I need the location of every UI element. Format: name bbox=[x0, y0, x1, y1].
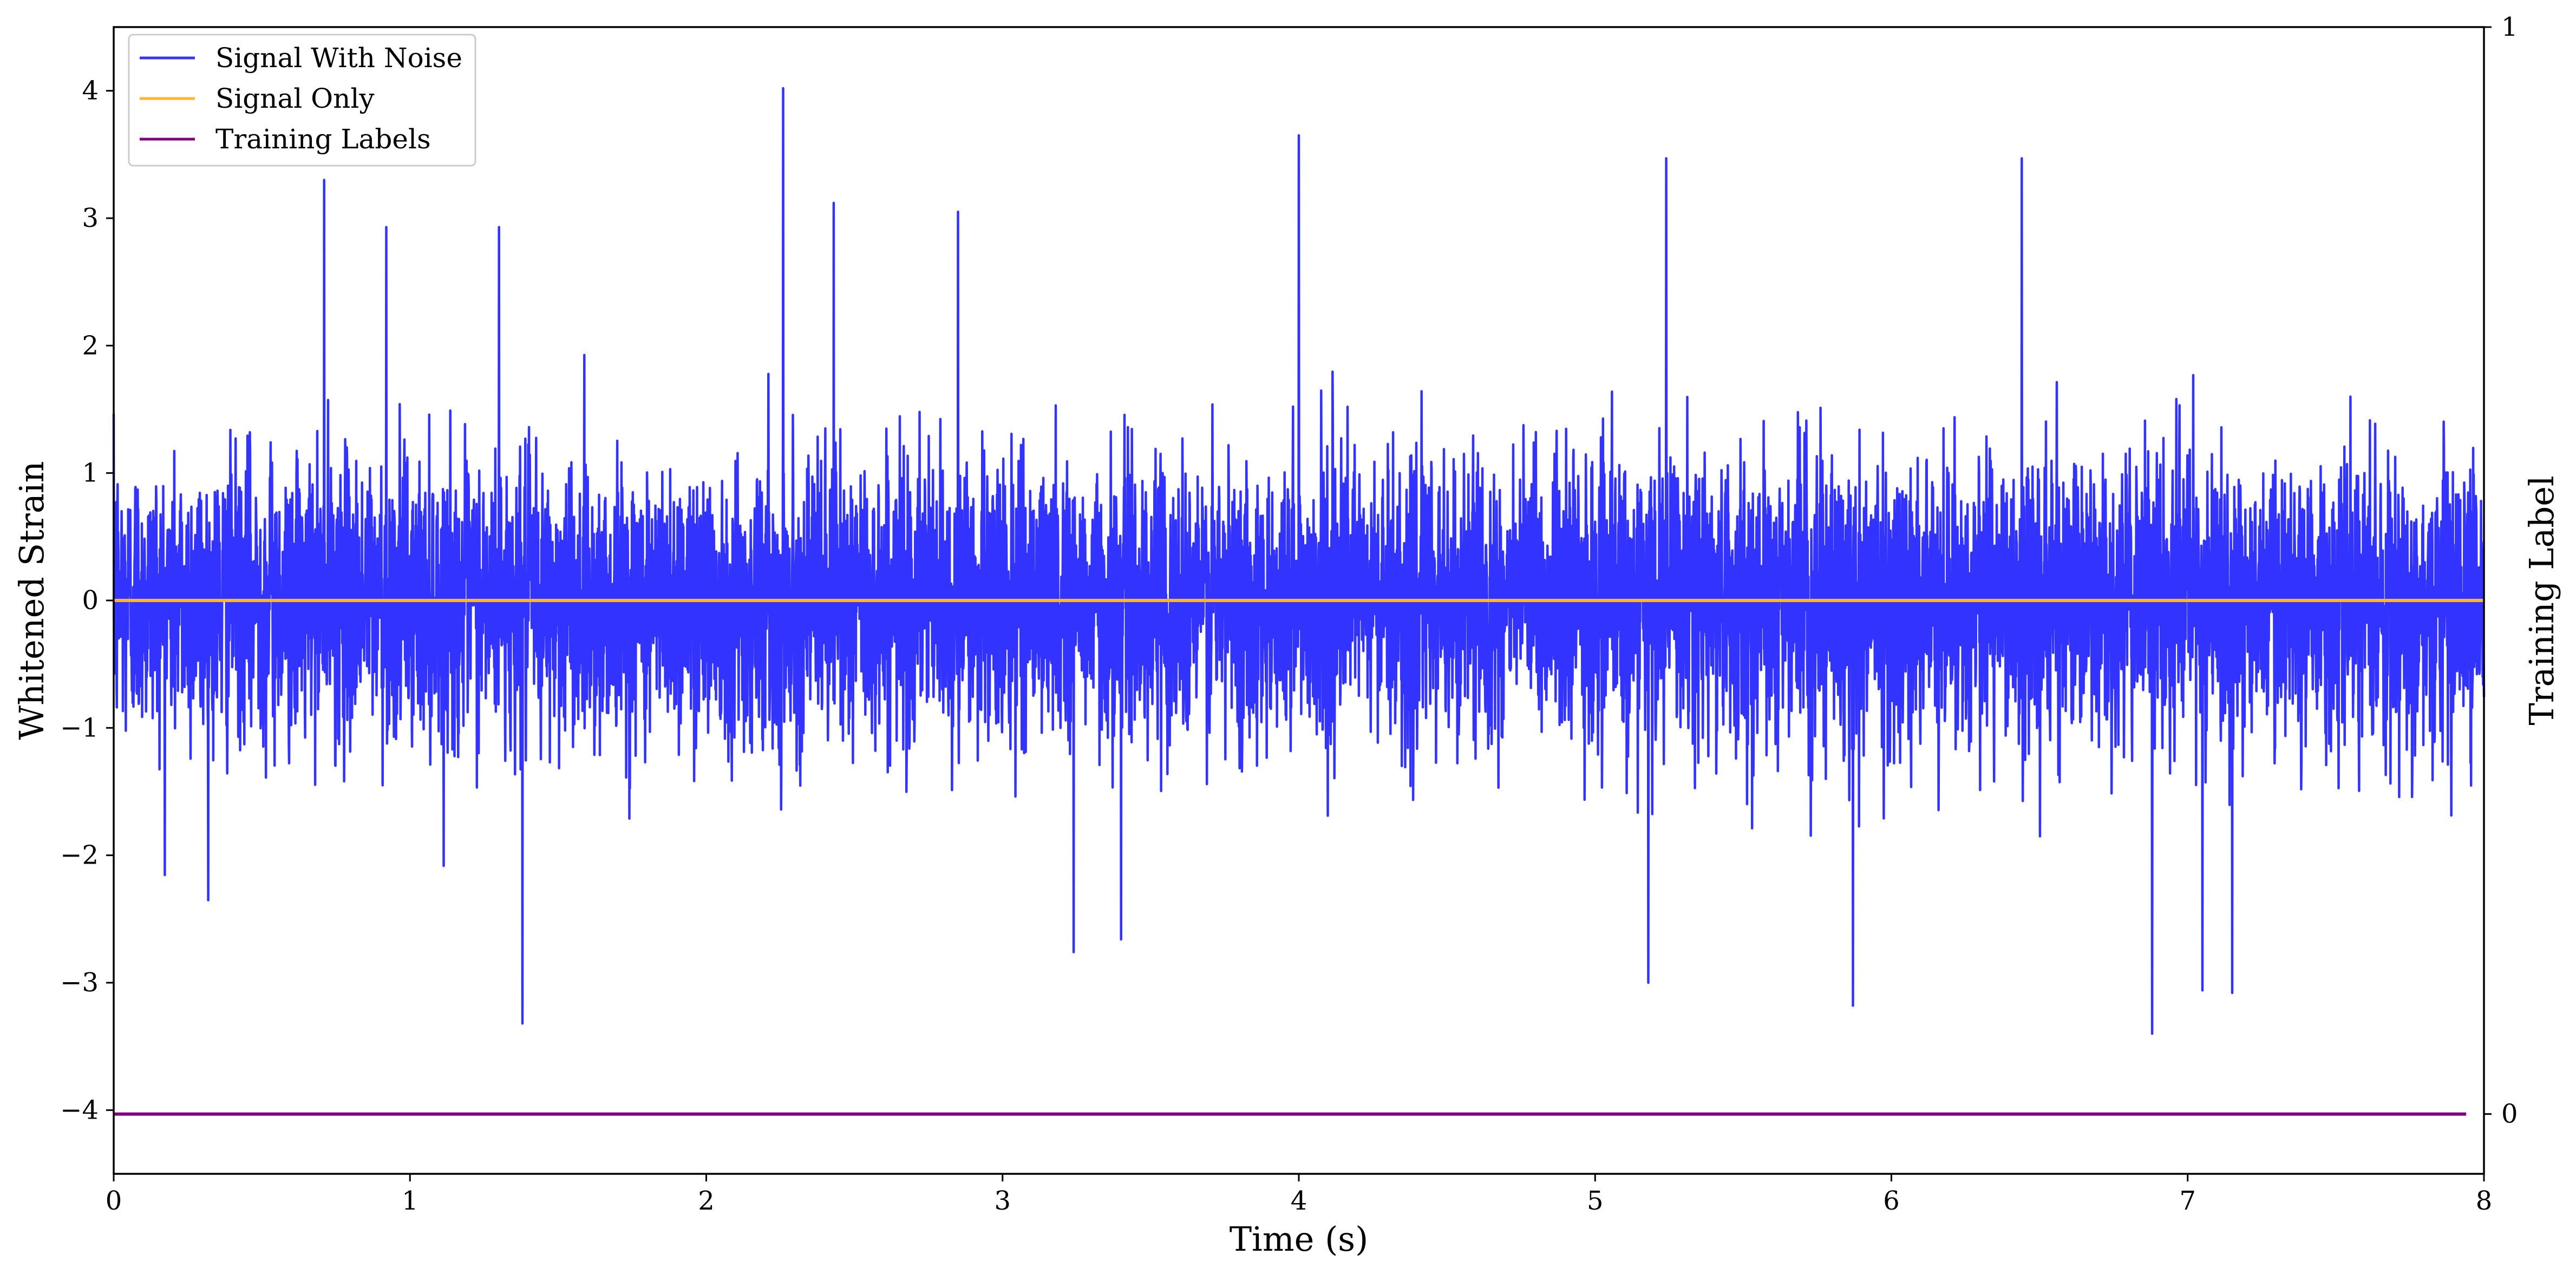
signal-with-noise-line bbox=[112, 87, 2486, 1035]
y-tick-label: 3 bbox=[82, 203, 99, 233]
x-tick-label: 4 bbox=[1291, 1186, 1307, 1216]
legend-label-signal-only: Signal Only bbox=[215, 83, 375, 114]
y-tick-label: 4 bbox=[82, 76, 99, 106]
x-tick-label: 7 bbox=[2179, 1186, 2196, 1216]
y-tick-label: −3 bbox=[60, 968, 99, 998]
legend: Signal With Noise Signal Only Training L… bbox=[128, 34, 476, 167]
y-tick-label: 1 bbox=[82, 458, 99, 488]
y-tick-label: −2 bbox=[60, 840, 99, 871]
legend-label-training-labels: Training Labels bbox=[215, 123, 431, 155]
x-tick-label: 1 bbox=[402, 1186, 419, 1216]
x-tick-label: 3 bbox=[994, 1186, 1011, 1216]
y2-axis-label: Training Label bbox=[2522, 475, 2561, 725]
x-axis-label: Time (s) bbox=[1230, 1219, 1369, 1259]
x-tick-label: 2 bbox=[698, 1186, 715, 1216]
y-axis-label: Whitened Strain bbox=[12, 461, 51, 740]
y2-tick-label: 0 bbox=[2501, 1099, 2518, 1129]
y-tick-label: −1 bbox=[60, 713, 99, 743]
x-tick-label: 6 bbox=[1883, 1186, 1900, 1216]
legend-box bbox=[128, 34, 476, 167]
y2-tick-label: 1 bbox=[2501, 12, 2518, 42]
tick-marks bbox=[106, 26, 2492, 1181]
y-tick-label: 2 bbox=[82, 330, 99, 361]
tick-labels: 0 1 2 3 4 5 6 7 8 −4 −3 −2 −1 0 1 2 3 4 0 1 bbox=[60, 12, 2518, 1216]
x-tick-label: 0 bbox=[106, 1186, 122, 1216]
y-tick-label: −4 bbox=[60, 1095, 99, 1125]
series-signal-with-noise bbox=[112, 87, 2486, 1035]
x-tick-label: 5 bbox=[1587, 1186, 1604, 1216]
x-tick-label: 8 bbox=[2476, 1186, 2493, 1216]
legend-label-signal-with-noise: Signal With Noise bbox=[215, 42, 462, 74]
y-tick-label: 0 bbox=[82, 585, 99, 616]
